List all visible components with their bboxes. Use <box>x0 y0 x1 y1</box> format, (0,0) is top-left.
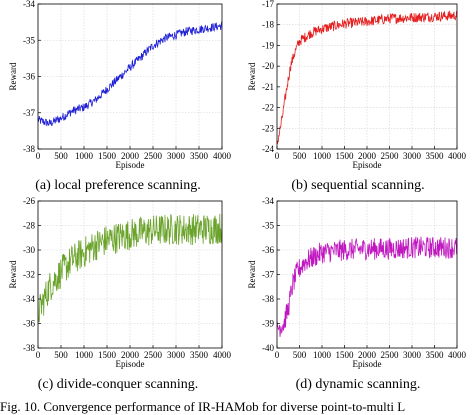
x-tick-label: 500 <box>54 350 68 360</box>
x-tick-label: 3000 <box>403 151 422 161</box>
x-tick-label: 3000 <box>167 350 186 360</box>
x-tick-label: 500 <box>54 151 68 161</box>
y-tick-label: -22 <box>262 103 274 113</box>
y-tick-label: -38 <box>23 343 35 353</box>
panel-caption: (b) sequential scanning. <box>291 178 424 193</box>
figure-caption: Fig. 10. Convergence performance of IR-H… <box>0 399 405 414</box>
y-tick-label: -19 <box>262 40 274 50</box>
x-tick-label: 2500 <box>144 350 163 360</box>
x-tick-label: 0 <box>36 350 41 360</box>
y-tick-label: -17 <box>262 0 274 9</box>
chart-panel-2: 0 500 1000 1500 2000 2500 3000 3500 4000 -38 -36 -3… <box>8 196 232 392</box>
x-tick-label: 3000 <box>167 151 186 161</box>
x-axis-label: Episode <box>116 160 145 170</box>
y-tick-label: -20 <box>262 61 274 71</box>
x-tick-label: 2500 <box>381 151 400 161</box>
chart-panel-3: 0 500 1000 1500 2000 2500 3000 3500 4000-40-39-3… <box>247 196 467 392</box>
x-axis-label: Episode <box>353 160 382 170</box>
y-tick-label: -24 <box>262 144 274 154</box>
x-tick-label: 4000 <box>448 151 467 161</box>
y-tick-label: -35 <box>262 221 274 231</box>
y-axis-label: Reward <box>247 62 257 90</box>
y-tick-label: -28 <box>23 221 35 231</box>
x-tick-label: 0 <box>275 350 280 360</box>
y-tick-label: -26 <box>23 196 35 206</box>
y-tick-label: -30 <box>23 245 35 255</box>
x-tick-label: 3500 <box>190 151 209 161</box>
y-tick-label: -18 <box>262 20 274 30</box>
x-tick-label: 2500 <box>381 350 400 360</box>
y-tick-label: -39 <box>262 319 274 329</box>
y-tick-label: -35 <box>23 35 35 45</box>
y-tick-label: -36 <box>262 245 274 255</box>
y-axis-label: Reward <box>8 260 18 288</box>
x-tick-label: 1500 <box>336 151 355 161</box>
y-axis-label: Reward <box>247 260 257 288</box>
series-line-0 <box>37 21 223 127</box>
x-tick-label: 3500 <box>190 350 209 360</box>
x-tick-label: 1500 <box>336 350 355 360</box>
y-tick-label: -38 <box>23 144 35 154</box>
x-tick-label: 0 <box>275 151 280 161</box>
x-tick-label: 4000 <box>213 151 232 161</box>
y-tick-label: -34 <box>23 0 35 9</box>
y-tick-label: -34 <box>23 294 35 304</box>
x-axis-label: Episode <box>353 359 382 369</box>
y-tick-label: -37 <box>23 108 35 118</box>
y-axis-label: Reward <box>8 62 18 90</box>
x-tick-label: 1000 <box>75 350 94 360</box>
x-tick-label: 4000 <box>213 350 232 360</box>
y-tick-label: -37 <box>262 270 274 280</box>
series-line-0 <box>276 236 458 337</box>
x-tick-label: 2000 <box>358 151 377 161</box>
x-tick-label: 2000 <box>358 350 377 360</box>
x-axis-label: Episode <box>116 359 145 369</box>
y-tick-label: -21 <box>262 82 274 92</box>
y-tick-label: -23 <box>262 123 274 133</box>
x-tick-label: 3500 <box>426 151 445 161</box>
x-tick-label: 0 <box>36 151 41 161</box>
y-tick-label: -36 <box>23 319 35 329</box>
series-line-0 <box>276 10 458 145</box>
y-tick-label: -32 <box>23 270 35 280</box>
x-tick-label: 3500 <box>426 350 445 360</box>
x-tick-label: 3000 <box>403 350 422 360</box>
series-line-0 <box>37 213 223 323</box>
x-tick-label: 1500 <box>98 350 117 360</box>
x-tick-label: 2000 <box>121 151 140 161</box>
x-tick-label: 1000 <box>75 151 94 161</box>
x-tick-label: 1000 <box>313 350 332 360</box>
x-tick-label: 4000 <box>448 350 467 360</box>
x-tick-label: 500 <box>293 350 307 360</box>
y-tick-label: -34 <box>262 196 274 206</box>
panel-caption: (c) divide-conquer scanning. <box>38 377 199 392</box>
x-tick-label: 2000 <box>121 350 140 360</box>
panel-caption: (d) dynamic scanning. <box>296 377 421 392</box>
chart-panel-1: 0 500 1000 1500 2000 2500 3000 3500 4000-24-23-2… <box>247 0 467 193</box>
y-tick-label: -38 <box>262 294 274 304</box>
x-tick-label: 1000 <box>313 151 332 161</box>
x-tick-label: 2500 <box>144 151 163 161</box>
x-tick-label: 500 <box>293 151 307 161</box>
chart-panel-0: 0 500 1000 1500 2000 2500 3000 3500 4000 -38 -37 -3… <box>8 0 232 193</box>
x-tick-label: 1500 <box>98 151 117 161</box>
y-tick-label: -36 <box>23 72 35 82</box>
panel-caption: (a) local preference scanning. <box>35 178 201 193</box>
y-tick-label: -40 <box>262 343 274 353</box>
